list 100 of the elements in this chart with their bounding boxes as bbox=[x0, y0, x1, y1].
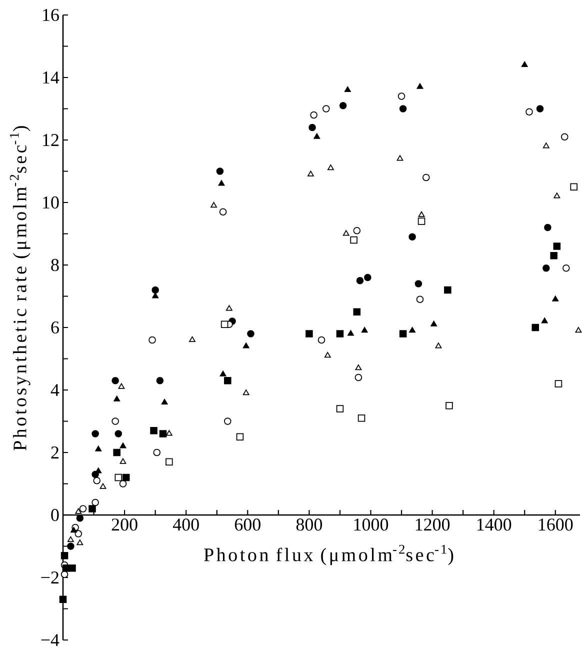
point bbox=[166, 430, 172, 436]
point bbox=[416, 296, 424, 304]
point bbox=[409, 326, 416, 333]
x-axis-title: Photon flux (μmolm$^{-2}$sec$^{-1}$) bbox=[204, 544, 454, 566]
point bbox=[161, 398, 168, 405]
point bbox=[156, 376, 164, 384]
y-tick-label: 10 bbox=[43, 196, 59, 209]
point bbox=[119, 480, 127, 488]
point bbox=[570, 183, 578, 191]
point bbox=[324, 352, 331, 358]
point bbox=[553, 242, 561, 250]
point bbox=[122, 474, 130, 482]
point bbox=[554, 192, 560, 198]
point bbox=[152, 286, 159, 294]
point bbox=[189, 336, 196, 342]
point bbox=[446, 402, 453, 410]
point bbox=[353, 308, 361, 316]
point bbox=[114, 396, 120, 402]
point bbox=[159, 430, 167, 438]
point bbox=[536, 105, 544, 112]
point bbox=[350, 236, 358, 244]
point bbox=[59, 596, 67, 604]
point bbox=[354, 374, 362, 382]
point bbox=[444, 286, 452, 294]
point bbox=[166, 458, 173, 466]
point bbox=[414, 280, 422, 288]
point bbox=[216, 168, 224, 175]
point bbox=[76, 539, 84, 546]
point bbox=[242, 389, 250, 396]
point bbox=[356, 276, 364, 284]
point bbox=[322, 105, 330, 112]
point bbox=[310, 111, 318, 119]
y-tick-label: 2 bbox=[51, 446, 58, 458]
point bbox=[339, 102, 347, 110]
point bbox=[328, 164, 334, 170]
point bbox=[306, 330, 313, 338]
point bbox=[314, 133, 320, 139]
y-tick-label: 12 bbox=[43, 134, 58, 146]
point bbox=[114, 430, 122, 438]
point bbox=[220, 370, 226, 376]
point bbox=[120, 442, 126, 448]
point bbox=[60, 570, 68, 578]
x-tick-label: 1400 bbox=[477, 518, 512, 531]
point bbox=[120, 458, 126, 464]
point bbox=[430, 320, 438, 326]
point bbox=[422, 174, 430, 182]
point bbox=[95, 446, 102, 452]
point bbox=[153, 448, 160, 456]
point bbox=[560, 133, 568, 141]
point bbox=[92, 430, 99, 438]
point bbox=[150, 426, 158, 434]
point bbox=[435, 342, 442, 348]
point bbox=[562, 264, 570, 272]
point bbox=[60, 552, 68, 560]
point bbox=[532, 324, 540, 332]
point bbox=[542, 264, 550, 272]
point bbox=[118, 383, 125, 389]
point bbox=[220, 320, 228, 328]
point bbox=[355, 364, 362, 370]
point bbox=[148, 336, 156, 344]
y-tick-label: 6 bbox=[51, 321, 59, 334]
point bbox=[218, 180, 225, 186]
point bbox=[398, 92, 406, 100]
point bbox=[552, 296, 559, 302]
point bbox=[544, 224, 552, 232]
point bbox=[236, 433, 244, 441]
y-tick-label: 14 bbox=[43, 72, 60, 84]
point bbox=[399, 330, 407, 338]
point bbox=[418, 218, 426, 225]
point bbox=[95, 468, 102, 474]
y-tick-label: 16 bbox=[43, 8, 59, 22]
point bbox=[399, 105, 407, 112]
point bbox=[226, 305, 232, 311]
point bbox=[416, 83, 424, 89]
x-tick-label: 400 bbox=[172, 518, 199, 531]
y-tick-label: 4 bbox=[50, 384, 60, 396]
point bbox=[542, 142, 550, 148]
point bbox=[318, 336, 326, 344]
point bbox=[79, 505, 87, 512]
point bbox=[152, 292, 159, 298]
point bbox=[408, 233, 416, 241]
point bbox=[541, 318, 548, 324]
point bbox=[550, 252, 558, 260]
point bbox=[308, 170, 314, 176]
x-tick-label: 600 bbox=[234, 518, 260, 531]
point bbox=[575, 326, 582, 333]
point bbox=[358, 414, 366, 422]
point bbox=[70, 526, 77, 533]
x-tick-label: 800 bbox=[296, 518, 322, 531]
point bbox=[219, 208, 227, 216]
point bbox=[74, 530, 82, 538]
point bbox=[396, 155, 404, 161]
point bbox=[361, 326, 368, 333]
point bbox=[100, 483, 106, 489]
y-tick-label: −4 bbox=[41, 634, 60, 646]
y-tick-label: −2 bbox=[41, 572, 58, 584]
point bbox=[113, 448, 120, 456]
y-axis-title: Photosynthetic rate (μmolm$^{-2}$sec$^{-1}$) bbox=[10, 126, 30, 450]
point bbox=[526, 108, 533, 116]
point bbox=[67, 542, 74, 550]
